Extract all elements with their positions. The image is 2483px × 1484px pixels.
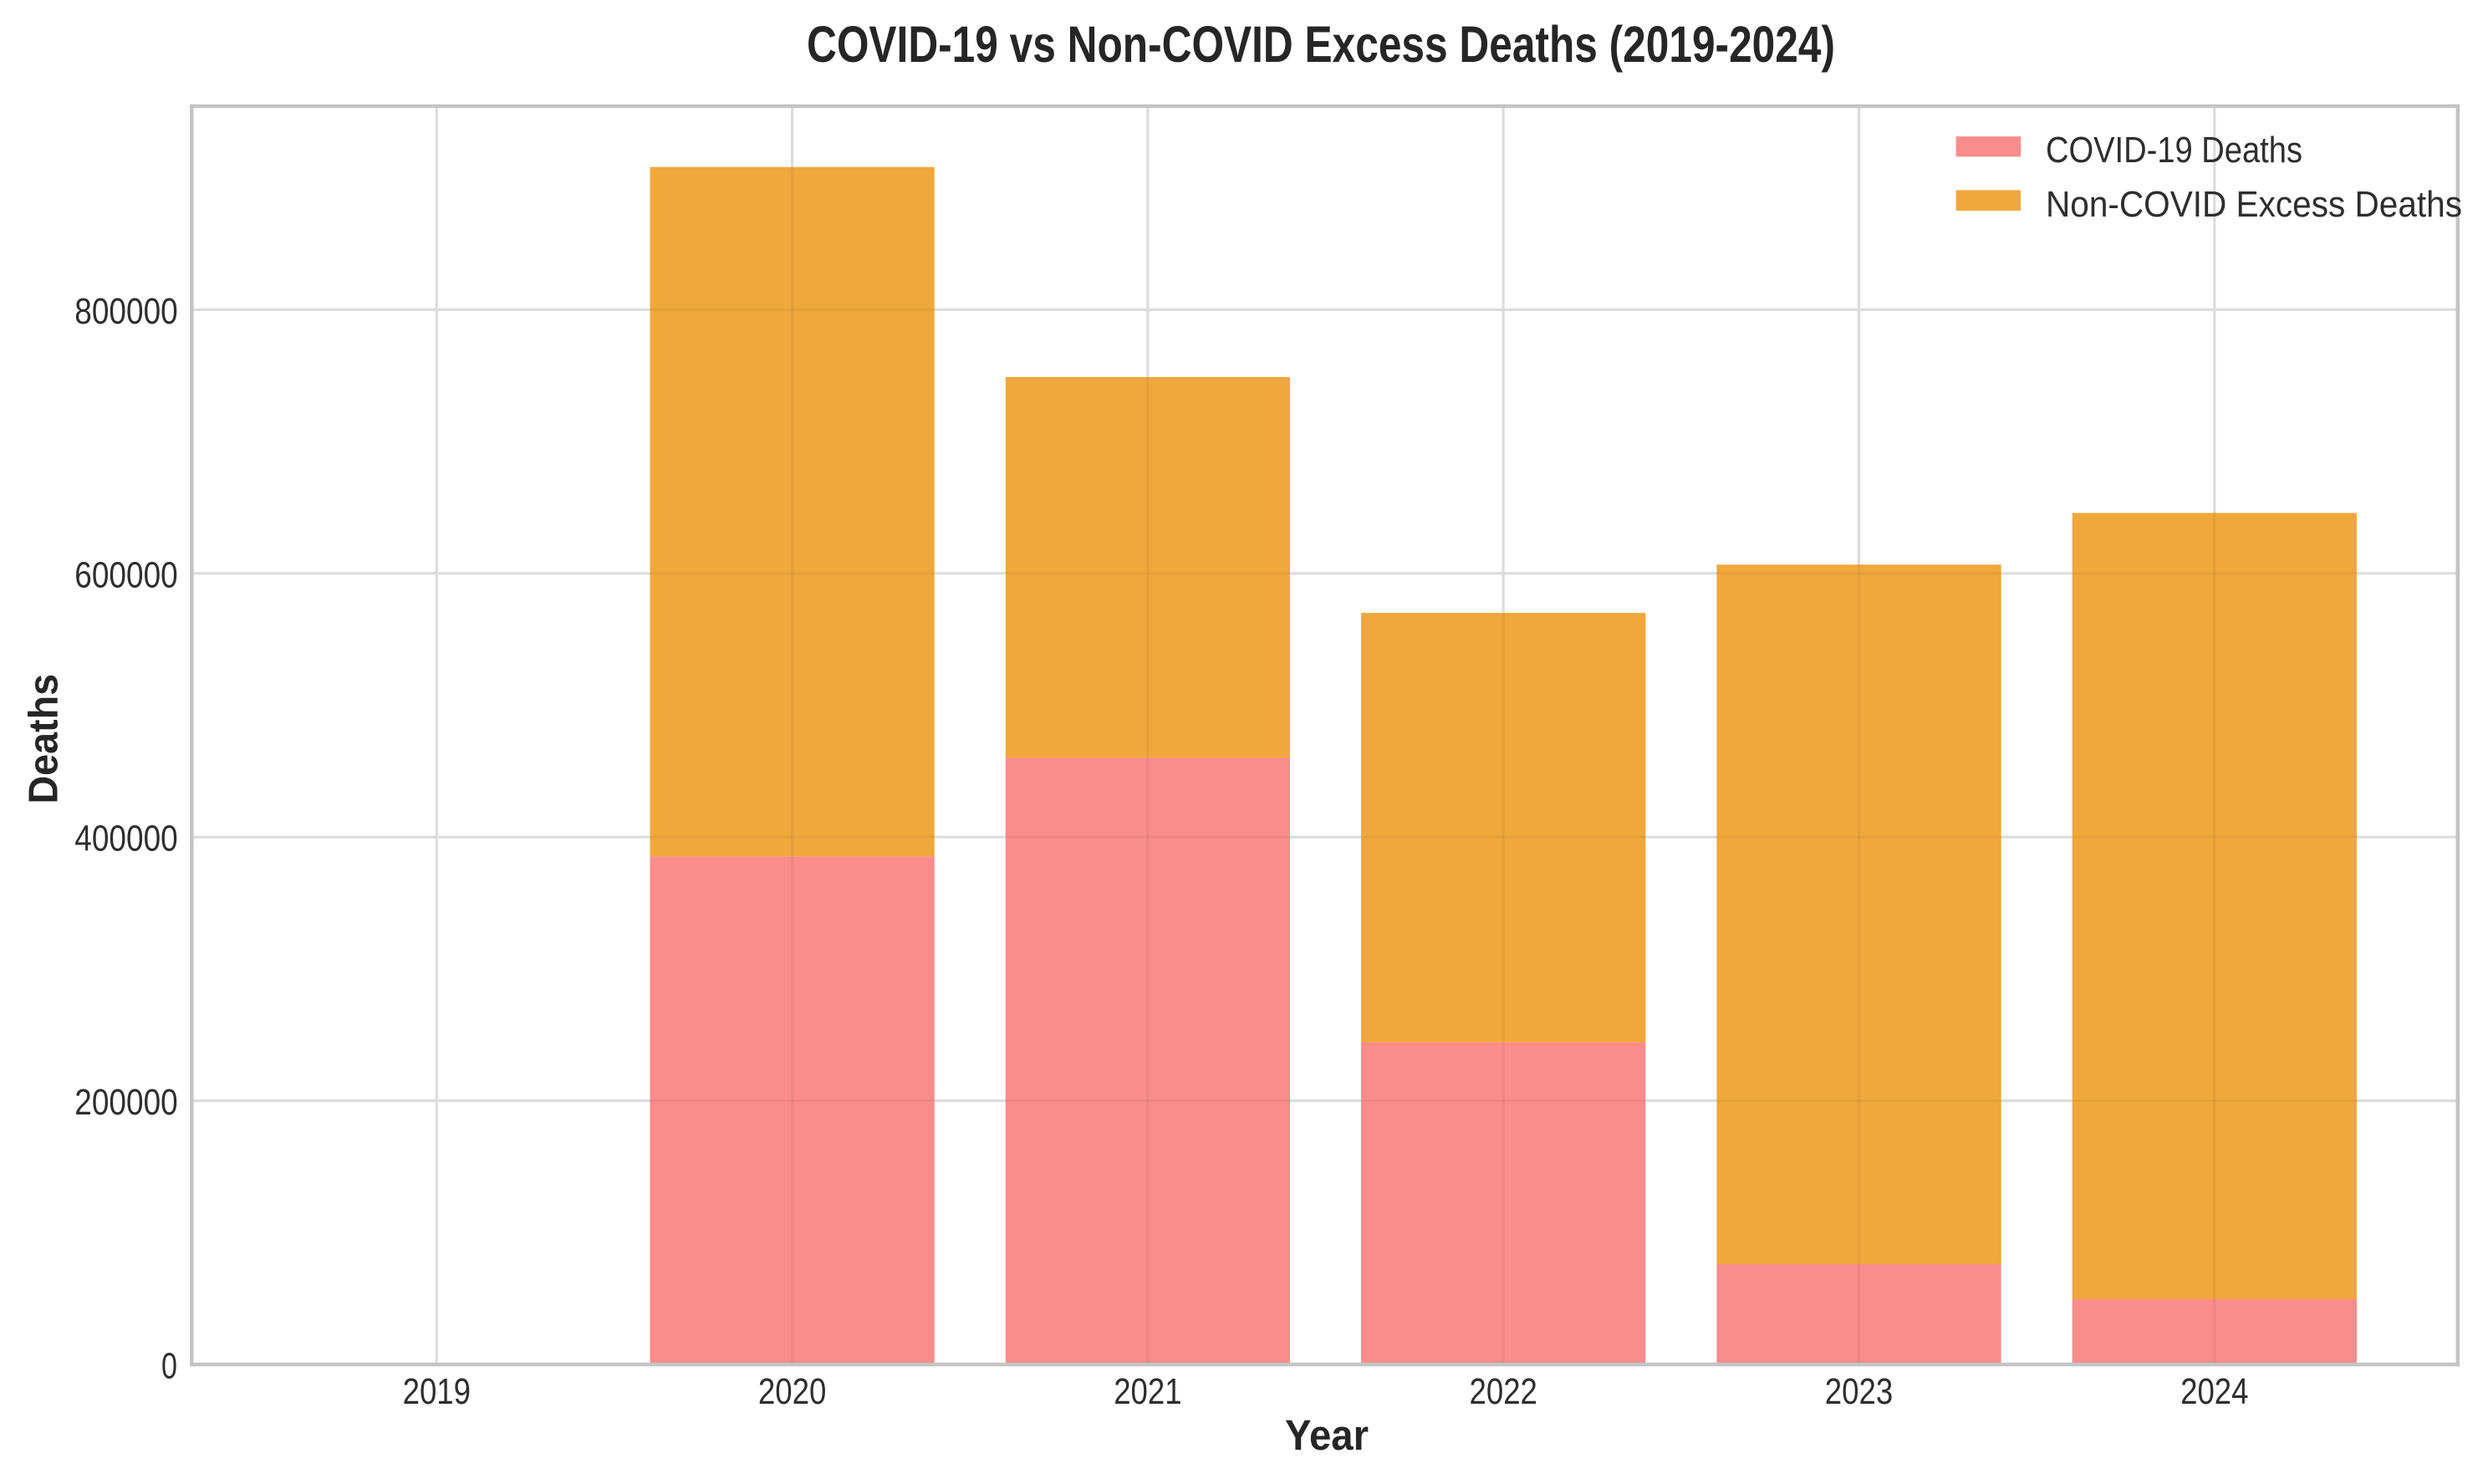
svg-text:COVID-19 Deaths: COVID-19 Deaths (2046, 130, 2302, 171)
svg-text:0: 0 (161, 1347, 177, 1387)
svg-text:Deaths: Deaths (22, 674, 67, 804)
svg-text:2020: 2020 (758, 1372, 826, 1412)
svg-text:2021: 2021 (1114, 1372, 1181, 1412)
svg-text:200000: 200000 (74, 1083, 177, 1123)
svg-text:600000: 600000 (74, 555, 177, 595)
svg-text:2022: 2022 (1470, 1372, 1537, 1412)
svg-text:2024: 2024 (2180, 1372, 2248, 1412)
svg-text:2023: 2023 (1825, 1372, 1893, 1412)
svg-text:Non-COVID Excess Deaths: Non-COVID Excess Deaths (2046, 185, 2462, 225)
svg-text:Year: Year (1285, 1411, 1369, 1459)
svg-text:800000: 800000 (74, 292, 177, 332)
svg-text:400000: 400000 (74, 819, 177, 859)
svg-text:2019: 2019 (403, 1372, 471, 1412)
svg-text:COVID-19 vs Non-COVID Excess D: COVID-19 vs Non-COVID Excess Deaths (201… (807, 16, 1835, 73)
